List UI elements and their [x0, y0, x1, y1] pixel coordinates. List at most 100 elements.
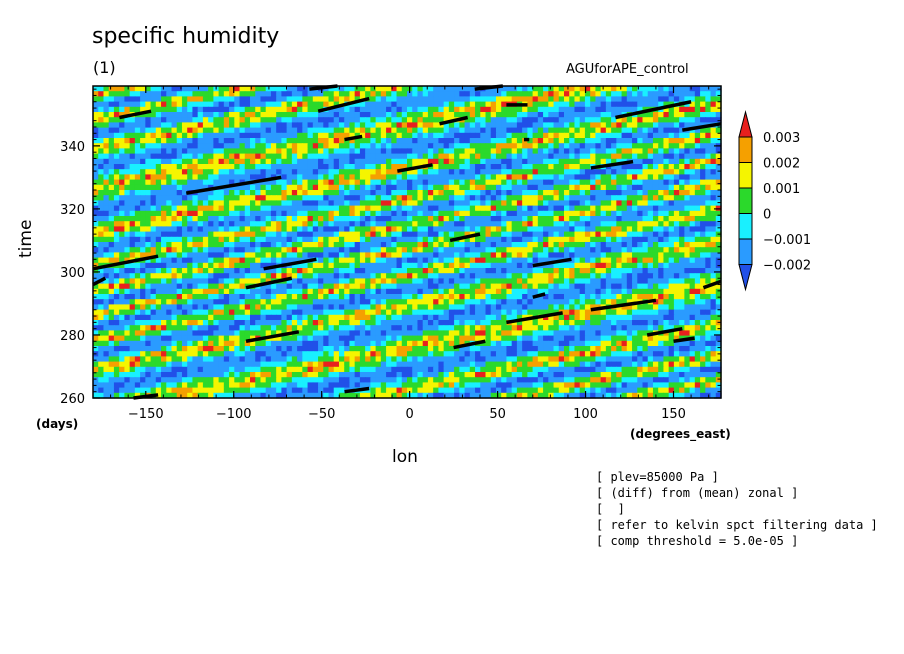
field-cell: [349, 205, 356, 212]
field-cell: [427, 86, 434, 92]
field-cell: [250, 226, 256, 233]
field-cell: [684, 226, 691, 233]
field-cell: [187, 231, 194, 238]
field-cell: [658, 127, 665, 134]
field-cell: [124, 138, 131, 144]
field-cell: [265, 268, 272, 274]
field-cell: [218, 106, 225, 113]
field-cell: [359, 236, 366, 243]
field-cell: [391, 174, 398, 181]
field-cell: [386, 247, 392, 253]
field-cell: [239, 268, 246, 274]
field-cell: [433, 247, 439, 253]
field-cell: [370, 169, 377, 175]
field-cell: [490, 226, 497, 233]
field-cell: [501, 164, 508, 170]
field-cell: [239, 288, 246, 295]
field-cell: [150, 210, 157, 217]
field-cell: [108, 288, 115, 295]
field-cell: [558, 127, 565, 134]
field-cell: [333, 273, 340, 279]
field-cell: [642, 169, 649, 175]
field-cell: [511, 132, 518, 139]
field-cell: [349, 247, 356, 253]
field-cell: [600, 242, 607, 248]
field-cell: [140, 221, 146, 227]
field-cell: [307, 112, 314, 118]
field-cell: [312, 252, 319, 259]
field-cell: [485, 210, 492, 217]
field-cell: [202, 210, 209, 217]
field-cell: [239, 148, 246, 155]
field-cell: [302, 179, 309, 186]
field-cell: [265, 195, 272, 201]
field-cell: [459, 101, 466, 108]
field-cell: [134, 96, 141, 103]
field-cell: [354, 101, 361, 108]
field-cell: [700, 91, 706, 97]
field-cell: [564, 190, 570, 196]
field-cell: [176, 91, 183, 97]
field-cell: [579, 127, 586, 134]
field-cell: [490, 164, 497, 170]
field-cell: [307, 132, 314, 139]
field-cell: [208, 231, 214, 238]
field-cell: [338, 283, 345, 290]
field-cell: [155, 200, 162, 207]
field-cell: [642, 231, 649, 238]
field-cell: [229, 216, 235, 222]
field-cell: [495, 283, 502, 290]
field-cell: [270, 216, 277, 222]
field-cell: [595, 132, 602, 139]
field-cell: [265, 210, 272, 217]
field-cell: [244, 299, 251, 305]
field-cell: [621, 174, 628, 181]
field-cell: [171, 205, 178, 212]
field-cell: [595, 138, 602, 144]
field-cell: [700, 174, 706, 181]
field-cell: [286, 86, 293, 92]
field-cell: [710, 117, 717, 123]
field-cell: [176, 200, 183, 207]
field-cell: [370, 294, 377, 300]
field-cell: [438, 106, 445, 113]
field-cell: [181, 153, 188, 160]
field-cell: [302, 117, 309, 123]
field-cell: [370, 179, 377, 186]
field-cell: [490, 190, 497, 196]
field-cell: [464, 158, 471, 165]
field-cell: [166, 278, 173, 285]
field-cell: [469, 236, 476, 243]
field-cell: [443, 299, 450, 305]
field-cell: [501, 101, 508, 108]
field-cell: [412, 106, 419, 113]
field-cell: [532, 143, 539, 149]
field-cell: [427, 132, 434, 139]
field-cell: [338, 216, 345, 222]
field-cell: [658, 195, 665, 201]
field-cell: [359, 294, 366, 300]
field-cell: [710, 200, 717, 207]
field-cell: [166, 200, 173, 207]
field-cell: [480, 252, 487, 259]
field-cell: [354, 252, 361, 259]
field-cell: [448, 216, 455, 222]
field-cell: [181, 288, 188, 295]
field-cell: [537, 184, 544, 191]
field-cell: [511, 262, 518, 269]
field-cell: [213, 288, 220, 295]
field-cell: [679, 169, 685, 175]
field-cell: [323, 190, 330, 196]
field-cell: [694, 262, 701, 269]
field-cell: [192, 153, 199, 160]
field-cell: [574, 184, 581, 191]
field-cell: [569, 273, 576, 279]
field-cell: [124, 221, 131, 227]
field-cell: [229, 278, 235, 285]
field-cell: [527, 278, 534, 285]
field-cell: [354, 86, 361, 92]
field-cell: [223, 127, 230, 134]
field-cell: [129, 101, 136, 108]
field-cell: [150, 122, 157, 129]
field-cell: [323, 242, 330, 248]
